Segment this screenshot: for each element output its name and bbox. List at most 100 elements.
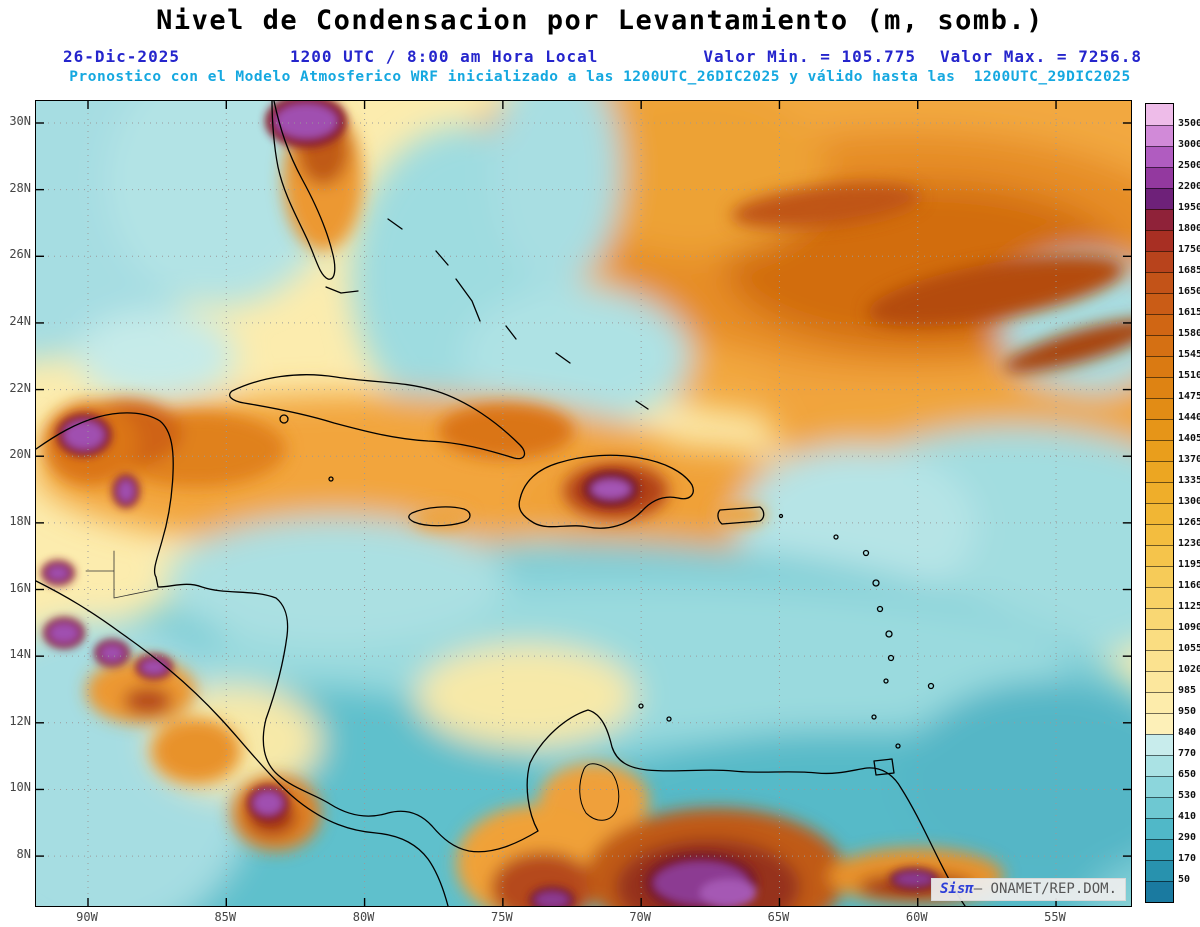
- colorbar-cell: [1146, 734, 1173, 755]
- colorbar-labels: 3500 3000 2500 2200 1950 1800 1750 1685 1650 1615…: [1178, 103, 1200, 903]
- country-borders: [85, 550, 159, 599]
- watermark-credit: – ONAMET/REP.DOM.: [973, 881, 1117, 897]
- colorbar-label: 290: [1178, 832, 1197, 843]
- colorbar-label: 410: [1178, 811, 1197, 822]
- coast-mainland: [36, 412, 966, 906]
- coast-bahamas: [387, 218, 649, 410]
- colorbar-cell: [1146, 314, 1173, 335]
- colorbar-label: 770: [1178, 748, 1197, 759]
- colorbar-cell: [1146, 629, 1173, 650]
- minmax-values: Valor Min. = 105.775 Valor Max. = 7256.8: [703, 47, 1142, 66]
- colorbar-cells: [1146, 104, 1173, 902]
- coast-hispaniola: [518, 454, 694, 529]
- colorbar-cell: [1146, 398, 1173, 419]
- lon-label: 65W: [767, 910, 790, 924]
- colorbar-label: 530: [1178, 790, 1197, 801]
- colorbar-label: 1055: [1178, 643, 1200, 654]
- lcl-shading-maxima: [41, 101, 939, 906]
- value-max: Valor Max. = 7256.8: [939, 47, 1142, 66]
- colorbar-label: 1265: [1178, 517, 1200, 528]
- run-date: 26-Dic-2025: [63, 47, 180, 66]
- colorbar-cell: [1146, 755, 1173, 776]
- colorbar-cell: [1146, 419, 1173, 440]
- colorbar-cell: [1146, 125, 1173, 146]
- colorbar-label: 1020: [1178, 664, 1200, 675]
- colorbar-label: 1090: [1178, 622, 1200, 633]
- colorbar-label: 1615: [1178, 307, 1200, 318]
- lat-label: 18N: [9, 513, 31, 528]
- colorbar-cell: [1146, 713, 1173, 734]
- lat-label: 28N: [9, 180, 31, 195]
- colorbar-label: 3000: [1178, 139, 1200, 150]
- colorbar-cell: [1146, 545, 1173, 566]
- colorbar-label: 1800: [1178, 223, 1200, 234]
- colorbar-label: 1160: [1178, 580, 1200, 591]
- run-info-row: 26-Dic-2025 1200 UTC / 8:00 am Hora Loca…: [0, 47, 1200, 67]
- colorbar-label: 1125: [1178, 601, 1200, 612]
- colorbar-cell: [1146, 335, 1173, 356]
- lat-label: 10N: [9, 780, 31, 795]
- coast-isla-juventud: [279, 414, 289, 424]
- colorbar-cell: [1146, 671, 1173, 692]
- colorbar-cell: [1146, 104, 1173, 125]
- lat-label: 8N: [16, 847, 31, 862]
- colorbar-label: 650: [1178, 769, 1197, 780]
- coast-cuba: [229, 374, 526, 460]
- lon-label: 85W: [214, 910, 237, 924]
- colorbar-label: 1750: [1178, 244, 1200, 255]
- colorbar-label: 1440: [1178, 412, 1200, 423]
- colorbar-cell: [1146, 650, 1173, 671]
- colorbar-cell: [1146, 587, 1173, 608]
- colorbar-cell: [1146, 608, 1173, 629]
- lat-label: 30N: [9, 114, 31, 128]
- colorbar-label: 1650: [1178, 286, 1200, 297]
- colorbar: [1145, 103, 1174, 903]
- colorbar-label: 1950: [1178, 202, 1200, 213]
- colorbar-cell: [1146, 566, 1173, 587]
- colorbar-label: 1685: [1178, 265, 1200, 276]
- coast-lake-maracaibo: [579, 763, 620, 821]
- colorbar-label: 1370: [1178, 454, 1200, 465]
- colorbar-cell: [1146, 440, 1173, 461]
- colorbar-cell: [1146, 188, 1173, 209]
- colorbar-label: 50: [1178, 874, 1191, 885]
- colorbar-cell: [1146, 272, 1173, 293]
- colorbar-label: 1195: [1178, 559, 1200, 570]
- colorbar-cell: [1146, 293, 1173, 314]
- lon-label: 80W: [352, 910, 375, 924]
- lat-label: 24N: [9, 313, 31, 328]
- colorbar-label: 1475: [1178, 391, 1200, 402]
- watermark: Sisπ– ONAMET/REP.DOM.: [930, 878, 1126, 901]
- colorbar-cell: [1146, 692, 1173, 713]
- colorbar-cell: [1146, 524, 1173, 545]
- colorbar-label: 1405: [1178, 433, 1200, 444]
- colorbar-label: 1230: [1178, 538, 1200, 549]
- colorbar-label: 170: [1178, 853, 1197, 864]
- lat-label: 12N: [9, 713, 31, 728]
- lat-label: 26N: [9, 247, 31, 262]
- coast-florida-keys: [325, 286, 359, 294]
- coast-lesser-antilles: [638, 513, 935, 776]
- colorbar-label: 1510: [1178, 370, 1200, 381]
- lat-label: 16N: [9, 580, 31, 595]
- forecast-line: Pronostico con el Modelo Atmosferico WRF…: [69, 69, 1131, 85]
- colorbar-label: 2200: [1178, 181, 1200, 192]
- coast-florida: [271, 101, 336, 280]
- coastlines: [36, 101, 966, 906]
- watermark-brand: Sisπ: [939, 881, 974, 897]
- page-title: Nivel de Condensacion por Levantamiento …: [156, 5, 1044, 36]
- lon-label: 90W: [76, 910, 98, 924]
- lon-label: 75W: [491, 910, 513, 924]
- lat-label: 22N: [9, 380, 31, 395]
- colorbar-cell: [1146, 503, 1173, 524]
- colorbar-label: 1335: [1178, 475, 1200, 486]
- colorbar-cell: [1146, 881, 1173, 902]
- colorbar-label: 2500: [1178, 160, 1200, 171]
- lat-label: 14N: [9, 647, 31, 662]
- coast-pacific: [36, 580, 449, 906]
- coast-cayman: [328, 476, 334, 482]
- colorbar-label: 3500: [1178, 118, 1200, 129]
- colorbar-label: 1580: [1178, 328, 1200, 339]
- map-canvas: [36, 101, 1131, 906]
- colorbar-cell: [1146, 377, 1173, 398]
